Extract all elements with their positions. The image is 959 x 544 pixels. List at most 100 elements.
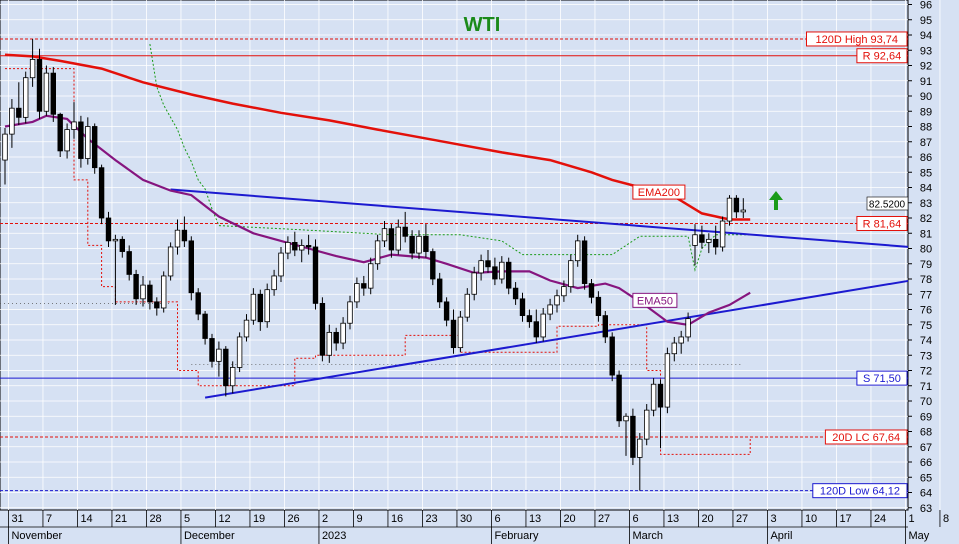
x-period-label: February <box>494 530 539 542</box>
candle-body <box>713 238 719 248</box>
y-tick-label: 65 <box>920 472 932 484</box>
y-tick-label: 79 <box>920 259 932 271</box>
y-tick-label: 96 <box>920 0 932 12</box>
x-tick-label: 31 <box>11 513 23 525</box>
level-label: S 71,50 <box>863 373 901 385</box>
y-tick-label: 84 <box>920 183 932 195</box>
y-tick-label: 64 <box>920 488 932 500</box>
x-tick-label: 20 <box>701 513 713 525</box>
candle-body <box>333 331 339 344</box>
candle-body <box>236 336 243 368</box>
candle-body <box>623 415 629 422</box>
y-tick-label: 87 <box>920 137 932 149</box>
y-tick-label: 91 <box>920 76 932 88</box>
candle-body <box>499 261 505 280</box>
level-label: 120D Low 64,12 <box>820 486 900 498</box>
candle-body <box>581 240 588 284</box>
y-tick-label: 70 <box>920 396 932 408</box>
last-price-value: 82.5200 <box>869 200 906 211</box>
candle-body <box>381 228 388 242</box>
ema200-label: EMA200 <box>638 187 680 199</box>
candle-body <box>292 241 298 251</box>
y-tick-label: 75 <box>920 320 932 332</box>
candle-body <box>119 238 125 252</box>
x-tick-label: 28 <box>149 513 161 525</box>
candle-body <box>512 287 519 300</box>
y-tick-label: 67 <box>920 442 932 454</box>
ema50-label: EMA50 <box>637 295 673 307</box>
candle-body <box>195 292 201 315</box>
y-tick-label: 63 <box>920 503 932 515</box>
x-tick-label: 17 <box>839 513 851 525</box>
x-tick-label: 8 <box>943 513 949 525</box>
candle-body <box>133 274 139 300</box>
level-label-box <box>856 370 908 386</box>
candle-body <box>167 246 174 277</box>
candle-body <box>202 313 208 339</box>
y-tick-label: 76 <box>920 305 932 317</box>
candle-body <box>575 240 581 262</box>
x-tick-label: 2 <box>322 513 328 525</box>
candle-body <box>492 266 498 280</box>
last-price-tag: 82.5200 <box>866 196 909 211</box>
candle-body <box>271 275 277 291</box>
x-period-label: April <box>770 530 792 542</box>
candle-body <box>250 293 257 321</box>
candle-body <box>443 301 450 321</box>
level-label-box <box>806 31 908 47</box>
x-period-label: November <box>11 530 62 542</box>
candle-body <box>630 415 636 458</box>
candle-body <box>464 293 470 318</box>
candle-body <box>733 197 740 213</box>
plot-area <box>0 0 909 511</box>
x-tick-label: 13 <box>529 513 541 525</box>
y-tick-label: 85 <box>920 167 932 179</box>
candle-body <box>319 302 326 356</box>
candle-body <box>29 59 36 79</box>
candle-body <box>706 238 712 243</box>
x-tick-label: 13 <box>667 513 679 525</box>
candle-body <box>671 342 677 355</box>
candle-body <box>229 367 236 387</box>
candle-body <box>692 234 698 246</box>
x-tick-label: 1 <box>908 513 914 525</box>
level-labels: 120D High 93,74 R 92,64 R 81,64 S 71,50 20D … <box>806 31 908 499</box>
candle-body <box>209 338 215 362</box>
candle-body <box>540 313 546 338</box>
candle-body <box>126 251 132 275</box>
candle-body <box>361 283 367 289</box>
x-tick-label: 3 <box>770 513 776 525</box>
candle-body <box>436 278 443 303</box>
candle-body <box>519 298 526 317</box>
candle-body <box>243 319 250 338</box>
candle-body <box>457 316 464 349</box>
y-tick-label: 92 <box>920 61 932 73</box>
candle-body <box>485 260 491 268</box>
y-tick-label: 93 <box>920 45 932 57</box>
y-tick-label: 88 <box>920 122 932 134</box>
x-tick-label: 9 <box>356 513 362 525</box>
candle-body <box>423 235 429 252</box>
level-label: R 81,64 <box>863 218 902 230</box>
x-tick-label: 20 <box>563 513 575 525</box>
y-tick-label: 74 <box>920 335 932 347</box>
x-tick-label: 30 <box>460 513 472 525</box>
candle-body <box>602 315 608 338</box>
candle-body <box>726 197 733 222</box>
y-tick-label: 72 <box>920 366 932 378</box>
candle-body <box>298 245 305 251</box>
candle-body <box>326 331 332 356</box>
trailing-stop-lines <box>0 44 751 455</box>
y-tick-label: 89 <box>920 106 932 118</box>
candle-body <box>409 235 415 254</box>
x-tick-label: 7 <box>46 513 52 525</box>
candle-body <box>140 284 146 300</box>
y-axis: 63 64 65 66 67 68 69 70 71 72 73 74 75 76 77 78 79 80 81 82… <box>908 0 932 515</box>
support-trend-line <box>204 279 909 399</box>
candle-body <box>526 315 533 323</box>
y-tick-label: 80 <box>920 244 932 256</box>
ema200-label-box <box>632 184 686 200</box>
candle-body <box>57 113 63 152</box>
moving-averages: EMA200 EMA50 <box>4 53 751 326</box>
candle-body <box>285 241 291 254</box>
